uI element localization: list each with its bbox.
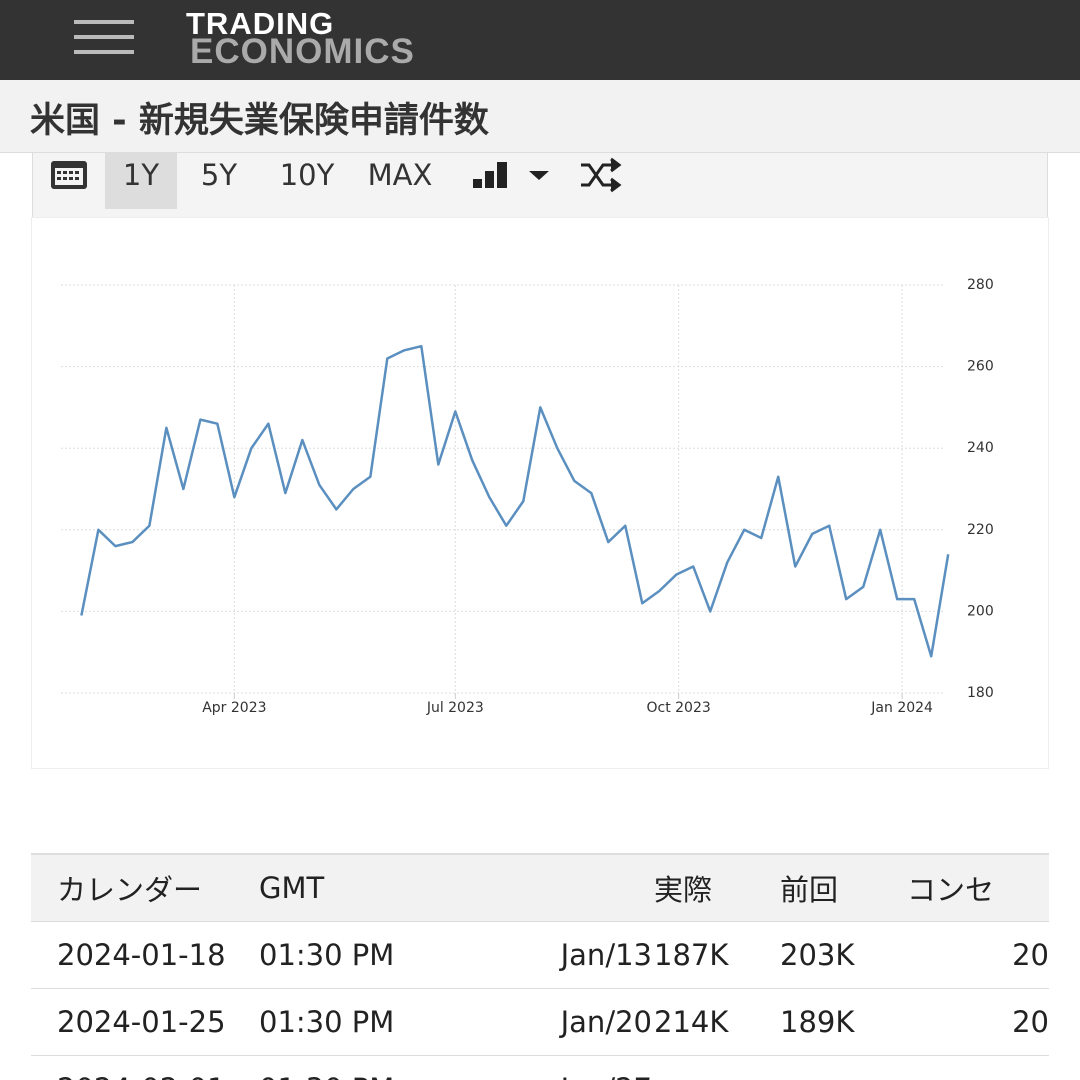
compare-icon[interactable]	[581, 157, 622, 193]
column-header: コンセ	[906, 853, 1049, 922]
table-cell: 01:30 PM	[258, 1055, 495, 1080]
table-cell: 187K	[653, 921, 779, 989]
table-cell: 01:30 PM	[258, 921, 495, 989]
range-button[interactable]: MAX	[367, 158, 433, 192]
table-cell: Jan/27	[495, 1055, 653, 1080]
table-cell: 214K	[653, 988, 779, 1056]
table-cell: 2024-01-25	[31, 988, 258, 1056]
table-cell: 2024-01-18	[31, 921, 258, 989]
table-cell: 203K	[779, 921, 906, 989]
x-tick-label: Oct 2023	[646, 700, 710, 716]
calendar-table: カレンダー GMT 実際 前回 コンセ 2024-01-18 01:30 PM Jan/13…	[31, 853, 1049, 1080]
column-header	[495, 853, 653, 922]
column-header: カレンダー	[31, 853, 258, 922]
table-row: 2024-01-25 01:30 PM Jan/20 214K 189K 20	[31, 988, 1049, 1056]
y-tick-label: 200	[967, 603, 994, 619]
table-header: カレンダー GMT 実際 前回 コンセ	[31, 853, 1049, 922]
column-header: 実際	[653, 853, 779, 922]
y-tick-label: 180	[967, 685, 994, 701]
x-tick-label: Jul 2023	[426, 700, 484, 716]
table-cell	[653, 1055, 779, 1080]
table-cell	[779, 1055, 906, 1080]
column-header: GMT	[258, 853, 495, 922]
calendar-icon[interactable]	[51, 161, 87, 189]
page-title: 米国 - 新規失業保険申請件数	[30, 101, 489, 141]
table-cell: 189K	[779, 988, 906, 1056]
data-line	[80, 344, 950, 658]
brand[interactable]: ECONOMICS	[190, 32, 415, 71]
range-button[interactable]: 1Y	[105, 153, 177, 209]
column-header: 前回	[779, 853, 906, 922]
table-body: 2024-01-18 01:30 PM Jan/13 187K 203K 20 2024-0…	[31, 921, 1049, 1080]
chart: 180 200 220 240 260 280 Apr 2023 Jul 2023 Oct 20…	[61, 277, 994, 716]
range-button[interactable]: 5Y	[200, 158, 238, 192]
table-cell: 01:30 PM	[258, 988, 495, 1056]
chart-type-icon[interactable]	[473, 162, 549, 188]
table-row: 2024-01-18 01:30 PM Jan/13 187K 203K 20	[31, 921, 1049, 989]
table-cell: Jan/20	[495, 988, 653, 1056]
title-bar: 米国 - 新規失業保険申請件数	[0, 80, 1080, 153]
y-tick-label: 240	[967, 440, 994, 456]
y-tick-label: 260	[967, 359, 994, 375]
header: TRADING ECONOMICS	[0, 0, 1080, 80]
table-cell: 20	[906, 921, 1049, 989]
chart-frame	[31, 217, 1049, 769]
table-cell: 20	[906, 988, 1049, 1056]
toolbar-icons	[51, 157, 622, 193]
x-tick-label: Jan 2024	[870, 700, 933, 716]
x-tick-label: Apr 2023	[202, 700, 266, 716]
table-cell: 2024-02-01	[31, 1055, 258, 1080]
table-cell: Jan/13	[495, 921, 653, 989]
brand[interactable]: TRADING	[186, 6, 335, 41]
y-tick-label: 280	[967, 277, 994, 293]
y-tick-label: 220	[967, 522, 994, 538]
range-button[interactable]: 10Y	[279, 158, 335, 192]
table-cell	[906, 1055, 1049, 1080]
toolbar: 1Y 5Y 10Y MAX	[32, 152, 1048, 218]
